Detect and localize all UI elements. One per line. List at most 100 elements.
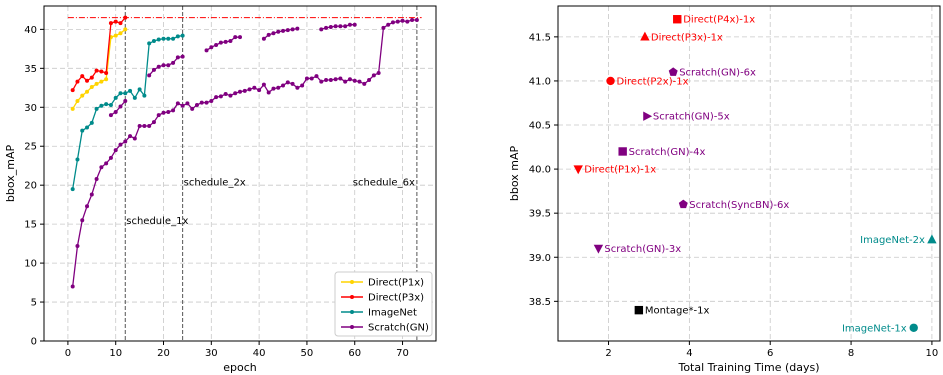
data-point	[281, 28, 286, 33]
data-point	[137, 123, 142, 128]
data-point	[108, 21, 113, 26]
data-point	[128, 88, 133, 93]
point-label: Scratch(GN)-5x	[653, 112, 730, 123]
data-point	[180, 33, 185, 38]
data-point	[156, 113, 161, 118]
data-point	[166, 109, 171, 114]
data-point	[909, 323, 918, 332]
data-point	[70, 88, 75, 93]
data-point	[75, 243, 80, 248]
data-point	[99, 165, 104, 170]
data-point	[85, 125, 90, 130]
left-plot-frame	[43, 5, 437, 342]
data-point	[123, 139, 128, 144]
data-point	[94, 176, 99, 181]
data-point	[94, 68, 99, 73]
data-point	[99, 79, 104, 84]
series-line	[110, 100, 126, 116]
data-point	[151, 120, 156, 125]
data-point	[410, 18, 415, 23]
data-point	[285, 80, 290, 85]
data-point	[89, 75, 94, 80]
x-tick-label: 50	[301, 348, 314, 359]
data-point	[80, 218, 85, 223]
data-point	[118, 142, 123, 147]
data-point	[147, 73, 152, 78]
data-point	[209, 99, 214, 104]
data-point	[118, 31, 123, 36]
left-gridlines	[44, 6, 436, 342]
schedule-label: schedule_1x	[126, 216, 188, 227]
data-point	[390, 20, 395, 25]
data-point	[242, 88, 247, 93]
y-tick-label: 40.0	[529, 165, 551, 176]
data-point	[266, 32, 271, 37]
x-tick-label: 70	[396, 348, 409, 359]
data-point	[85, 89, 90, 94]
left-y-ticks: 0 5 10 15 20 25 30 35 40	[24, 25, 44, 348]
legend: Direct(P1x) Direct(P3x) ImageNet Scratch(GN…	[334, 271, 433, 337]
data-point	[75, 157, 80, 162]
x-tick-label: 4	[686, 348, 692, 359]
data-point	[85, 78, 90, 83]
left-x-ticks: 0 10 20 30 40 50 60 70	[65, 341, 409, 359]
data-point	[352, 22, 357, 27]
data-point	[199, 100, 204, 105]
data-point	[108, 113, 113, 118]
data-point	[285, 28, 290, 33]
data-point	[80, 128, 85, 133]
series-line	[148, 55, 183, 76]
data-point	[343, 24, 348, 29]
schedule-label: schedule_2x	[184, 177, 246, 188]
x-tick-label: 10	[926, 348, 939, 359]
left-series	[70, 15, 419, 289]
y-tick-label: 20	[24, 181, 37, 192]
data-point	[309, 76, 314, 81]
data-point	[180, 103, 185, 108]
data-point	[104, 71, 109, 75]
data-point	[132, 95, 137, 100]
data-point	[238, 89, 242, 94]
data-point	[209, 45, 214, 50]
schedule-label: schedule_6x	[353, 177, 415, 188]
training-curves-chart: schedule_1x schedule_2x schedule_6x 0 10 20 3…	[4, 5, 437, 374]
data-point	[618, 147, 627, 156]
data-point	[128, 134, 133, 139]
x-tick-label: 40	[253, 348, 266, 359]
data-point	[108, 102, 113, 107]
right-x-axis-label: Total Training Time (days)	[677, 361, 819, 374]
data-point	[147, 123, 152, 128]
data-point	[89, 85, 94, 90]
data-point	[357, 79, 362, 84]
data-point	[204, 48, 209, 53]
point-label: Scratch(GN)-6x	[679, 68, 756, 79]
point-label: Montage*-1x	[645, 306, 710, 317]
data-point	[643, 111, 653, 121]
y-tick-label: 15	[24, 220, 37, 231]
legend-label: ImageNet	[368, 308, 417, 319]
data-point	[362, 81, 367, 86]
data-point	[634, 305, 644, 315]
data-point	[333, 24, 338, 29]
data-point	[261, 82, 266, 87]
data-point	[70, 106, 75, 111]
data-point	[80, 74, 85, 79]
y-tick-label: 5	[31, 298, 37, 309]
data-point	[573, 165, 583, 175]
y-tick-label: 30	[24, 103, 37, 114]
data-point	[386, 22, 391, 27]
data-point	[290, 27, 295, 32]
data-point	[94, 106, 99, 111]
data-point	[151, 39, 156, 44]
point-label: Direct(P3x)-1x	[651, 32, 723, 43]
data-point	[319, 27, 324, 32]
data-point	[319, 79, 324, 84]
data-point	[175, 34, 180, 39]
data-point	[190, 106, 195, 111]
point-label: ImageNet-2x	[860, 235, 925, 246]
data-point	[104, 102, 109, 107]
left-x-axis-label: epoch	[223, 361, 257, 374]
right-y-ticks: 38.5 39.0 39.5 40.0 40.5 41.0 41.5	[529, 32, 558, 308]
data-point	[113, 19, 118, 24]
x-tick-label: 10	[109, 348, 122, 359]
